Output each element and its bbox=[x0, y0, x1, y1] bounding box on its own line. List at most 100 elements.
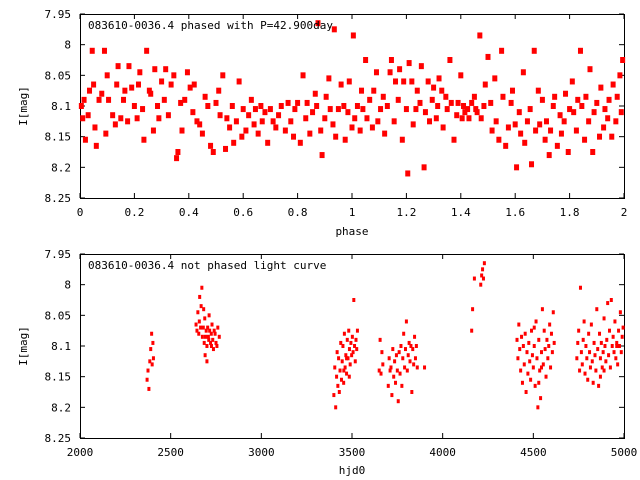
data-point bbox=[337, 356, 341, 361]
data-point bbox=[620, 334, 624, 339]
data-point bbox=[82, 136, 88, 143]
data-point bbox=[322, 115, 328, 122]
data-point bbox=[395, 96, 401, 103]
data-point bbox=[248, 96, 254, 103]
data-point bbox=[168, 81, 174, 88]
data-point bbox=[259, 118, 265, 125]
data-point bbox=[300, 72, 306, 79]
data-point bbox=[587, 66, 593, 73]
data-point bbox=[341, 344, 345, 348]
data-point bbox=[405, 368, 409, 373]
data-point bbox=[323, 93, 329, 100]
data-point bbox=[401, 78, 407, 85]
data-point bbox=[96, 96, 102, 103]
data-point bbox=[137, 69, 143, 76]
data-point bbox=[543, 118, 549, 125]
data-point bbox=[525, 350, 529, 355]
data-point bbox=[393, 359, 397, 364]
data-point bbox=[469, 99, 475, 106]
data-point bbox=[431, 84, 437, 91]
data-point bbox=[307, 130, 313, 137]
data-point bbox=[515, 337, 519, 342]
x-tick-label: 2 bbox=[621, 206, 628, 219]
data-point bbox=[617, 72, 623, 79]
data-point bbox=[179, 127, 185, 134]
data-point bbox=[350, 334, 354, 339]
data-point bbox=[342, 368, 346, 373]
data-points bbox=[145, 261, 625, 410]
data-point bbox=[400, 383, 404, 388]
data-point bbox=[197, 319, 201, 324]
data-point bbox=[206, 334, 210, 339]
data-point bbox=[205, 359, 209, 364]
data-point bbox=[150, 362, 154, 367]
data-point bbox=[531, 47, 537, 54]
data-point bbox=[353, 359, 357, 364]
data-point bbox=[582, 136, 588, 143]
data-point bbox=[239, 133, 245, 140]
data-point bbox=[384, 103, 390, 109]
data-point bbox=[106, 96, 112, 103]
data-point bbox=[465, 106, 471, 113]
data-point bbox=[615, 340, 619, 345]
data-point bbox=[209, 331, 213, 336]
data-point bbox=[233, 118, 239, 125]
y-tick-label: 8.05 bbox=[45, 309, 72, 322]
data-point bbox=[273, 124, 279, 131]
data-point bbox=[409, 78, 415, 85]
data-point bbox=[145, 377, 149, 382]
data-point bbox=[340, 359, 344, 364]
data-point bbox=[448, 99, 454, 106]
data-point bbox=[251, 121, 257, 128]
data-point bbox=[202, 340, 206, 345]
data-point bbox=[454, 112, 460, 119]
data-point bbox=[550, 103, 556, 109]
data-point bbox=[146, 368, 150, 373]
data-point bbox=[496, 136, 502, 143]
data-point bbox=[342, 136, 348, 143]
data-point bbox=[444, 106, 450, 113]
data-point bbox=[539, 350, 543, 355]
data-point bbox=[595, 307, 599, 312]
data-point bbox=[527, 340, 531, 345]
data-point bbox=[278, 103, 284, 109]
x-tick-label: 4000 bbox=[429, 446, 456, 459]
data-point bbox=[592, 340, 596, 345]
y-tick-label: 8.2 bbox=[51, 161, 71, 174]
data-point bbox=[591, 109, 597, 116]
data-point bbox=[359, 87, 365, 94]
data-point bbox=[537, 121, 543, 128]
data-point bbox=[213, 331, 217, 336]
data-point bbox=[576, 340, 580, 345]
data-point bbox=[194, 118, 200, 125]
data-point bbox=[409, 344, 413, 348]
data-point bbox=[101, 47, 107, 54]
data-point bbox=[212, 328, 216, 333]
data-point bbox=[447, 57, 453, 63]
data-point bbox=[519, 368, 523, 373]
data-point bbox=[131, 103, 137, 109]
data-point bbox=[252, 106, 258, 113]
data-point bbox=[606, 96, 612, 103]
data-point bbox=[550, 350, 554, 355]
data-point bbox=[304, 99, 310, 106]
x-axis-label: phase bbox=[335, 225, 368, 238]
data-point bbox=[425, 78, 431, 85]
data-point bbox=[220, 72, 226, 79]
data-point bbox=[122, 87, 128, 94]
data-point bbox=[588, 365, 592, 370]
data-point bbox=[246, 112, 252, 119]
data-point bbox=[285, 99, 291, 106]
data-point bbox=[561, 118, 567, 125]
data-point bbox=[387, 356, 391, 361]
data-point bbox=[213, 99, 219, 106]
data-point bbox=[159, 78, 165, 85]
data-point bbox=[422, 109, 428, 116]
data-point bbox=[150, 127, 156, 134]
data-point bbox=[206, 325, 210, 330]
data-point bbox=[398, 371, 402, 376]
data-point bbox=[589, 322, 593, 327]
data-point bbox=[345, 109, 351, 116]
data-point bbox=[337, 390, 341, 394]
data-point bbox=[523, 331, 527, 336]
